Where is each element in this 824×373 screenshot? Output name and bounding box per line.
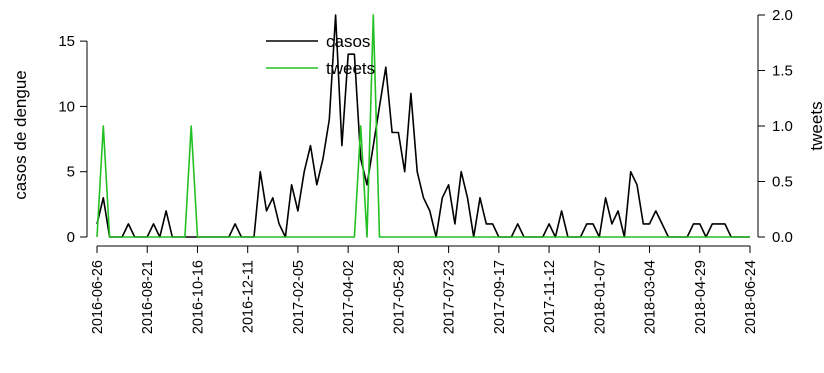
x-tick-label: 2016-10-16 <box>191 260 207 334</box>
x-tick-label: 2018-03-04 <box>643 260 659 334</box>
left-y-axis: 0 5 10 15 <box>58 33 88 246</box>
right-tick-label: 1.0 <box>772 118 793 135</box>
right-tick-label: 1.5 <box>772 63 793 80</box>
x-tick-label: 2016-06-26 <box>90 260 106 334</box>
x-tick-label: 2018-04-29 <box>693 260 709 334</box>
left-tick-label: 5 <box>67 164 75 181</box>
right-tick-label: 2.0 <box>772 7 793 24</box>
left-axis-title: casos de dengue <box>11 70 30 200</box>
legend: casos tweets <box>266 32 375 78</box>
left-tick-label: 0 <box>67 229 75 246</box>
series-line-tweets <box>96 14 750 238</box>
x-tick-label: 2017-11-12 <box>542 260 558 333</box>
left-tick-label: 10 <box>58 98 75 115</box>
right-y-axis: 0.0 0.5 1.0 1.5 2.0 <box>757 7 793 246</box>
legend-label-tweets: tweets <box>326 59 375 78</box>
x-tick-label: 2017-07-23 <box>442 260 458 334</box>
x-tick-label: 2018-01-07 <box>592 260 608 334</box>
x-tick-label: 2016-12-11 <box>241 260 257 333</box>
plot-area <box>96 14 750 238</box>
right-axis-title: tweets <box>807 101 824 150</box>
x-tick-label: 2018-06-24 <box>743 260 759 334</box>
left-tick-label: 15 <box>58 33 75 50</box>
x-axis: 2016-06-26 2016-08-21 2016-10-16 2016-12-11… <box>90 245 759 334</box>
x-tick-label: 2017-02-05 <box>291 260 307 334</box>
x-tick-label: 2017-04-02 <box>341 260 357 334</box>
right-tick-label: 0.5 <box>772 174 793 191</box>
x-tick-label: 2017-05-28 <box>391 260 407 334</box>
x-tick-label: 2016-08-21 <box>140 260 156 334</box>
legend-label-casos: casos <box>326 32 370 51</box>
x-tick-label: 2017-09-17 <box>492 260 508 334</box>
right-tick-label: 0.0 <box>772 229 793 246</box>
